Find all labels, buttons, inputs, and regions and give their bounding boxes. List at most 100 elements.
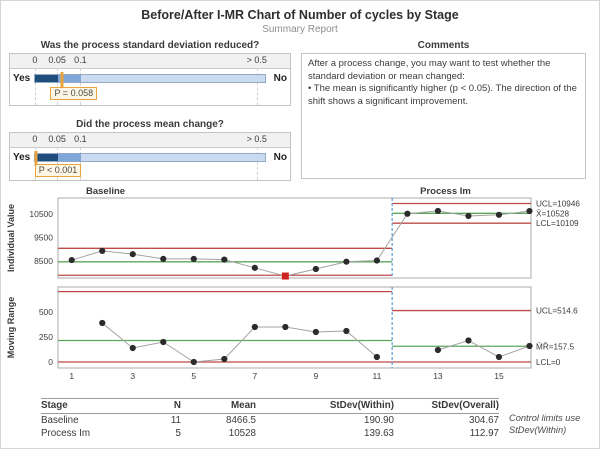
x-tick-label: 13 xyxy=(433,371,443,381)
data-point xyxy=(313,329,319,335)
x-tick-label: 5 xyxy=(191,371,196,381)
y-tick-label: 250 xyxy=(39,332,53,342)
stats-table: Stage N Mean StDev(Within) StDev(Overall… xyxy=(41,398,499,440)
p-value-label: P < 0.001 xyxy=(35,164,82,177)
data-point xyxy=(374,354,380,360)
data-point xyxy=(221,256,227,262)
y-tick-label: 0 xyxy=(48,357,53,367)
p-scale-tick: > 0.5 xyxy=(247,55,267,65)
x-tick-label: 3 xyxy=(130,371,135,381)
stage-label-process: Process Im xyxy=(420,186,471,197)
cell-stdev-overall: 112.97 xyxy=(394,427,499,440)
p-scale-tick: 0 xyxy=(32,55,37,65)
col-header-n: N xyxy=(141,399,181,414)
p-scale-tick: 0.1 xyxy=(74,55,87,65)
no-label: No xyxy=(274,152,287,163)
p-scale-header: 0 0.05 0.1 > 0.5 xyxy=(10,54,290,69)
limit-label: UCL=514.6 xyxy=(536,307,578,316)
data-point xyxy=(69,257,75,263)
data-point xyxy=(282,324,288,330)
y-tick-label: 10500 xyxy=(29,209,53,219)
limit-label: M̄R̄=157.5 xyxy=(536,342,574,351)
control-limits-note: Control limits use StDev(Within) xyxy=(509,413,594,436)
stage-statistics: Stage N Mean StDev(Within) StDev(Overall… xyxy=(41,398,586,440)
plot-frame xyxy=(58,287,531,368)
data-point xyxy=(374,257,380,263)
comments-bullet: • The mean is significantly higher (p < … xyxy=(308,83,579,108)
y-tick-label: 8500 xyxy=(34,256,53,266)
individual-svg: 8500 9500 10500 Individual Value Baseline Pro… xyxy=(1,184,600,282)
mean-test-box: 0 0.05 0.1 > 0.5 Yes No xyxy=(9,132,291,181)
data-point xyxy=(526,343,532,349)
data-point xyxy=(435,347,441,353)
data-point xyxy=(496,212,502,218)
p-scale-tick: 0.05 xyxy=(48,134,66,144)
table-row: Process Im 5 10528 139.63 112.97 xyxy=(41,427,499,440)
cell-stage: Process Im xyxy=(41,427,141,440)
data-point xyxy=(343,259,349,265)
cell-n: 11 xyxy=(141,414,181,428)
data-point xyxy=(252,324,258,330)
p-scale-tick: > 0.5 xyxy=(247,134,267,144)
mean-test-panel: Did the process mean change? 0 0.05 0.1 … xyxy=(9,119,291,181)
individual-value-chart: 8500 9500 10500 Individual Value Baseline Pro… xyxy=(1,184,600,282)
p-scale-tick: 0.1 xyxy=(74,134,87,144)
stdev-test-question: Was the process standard deviation reduc… xyxy=(9,40,291,52)
plot-frame xyxy=(58,198,531,278)
mean-test-question: Did the process mean change? xyxy=(9,119,291,131)
data-point xyxy=(160,256,166,262)
x-tick-label: 9 xyxy=(313,371,318,381)
p-scale-tick: 0 xyxy=(32,134,37,144)
data-point xyxy=(465,213,471,219)
stage-label-baseline: Baseline xyxy=(86,186,125,197)
comments-intro: After a process change, you may want to … xyxy=(308,58,579,83)
cell-stage: Baseline xyxy=(41,414,141,428)
moving-range-svg: 0250500Moving Range13579111315UCL=514.6M… xyxy=(1,284,600,384)
data-point xyxy=(343,328,349,334)
p-scale-tick: 0.05 xyxy=(48,55,66,65)
x-tick-label: 15 xyxy=(494,371,504,381)
col-header-stage: Stage xyxy=(41,399,141,414)
data-point xyxy=(221,356,227,362)
limit-label: X̄=10528 xyxy=(536,209,569,218)
no-label: No xyxy=(274,73,287,84)
data-point xyxy=(130,251,136,257)
yes-label: Yes xyxy=(13,152,30,163)
data-point xyxy=(404,211,410,217)
data-point xyxy=(252,265,258,271)
cell-mean: 10528 xyxy=(181,427,256,440)
col-header-mean: Mean xyxy=(181,399,256,414)
data-point xyxy=(496,354,502,360)
data-point xyxy=(191,256,197,262)
limit-label: LCL=0 xyxy=(536,358,561,367)
cell-stdev-within: 139.63 xyxy=(256,427,394,440)
stdev-test-panel: Was the process standard deviation reduc… xyxy=(9,40,291,106)
comments-box: After a process change, you may want to … xyxy=(301,53,586,179)
report-title: Before/After I-MR Chart of Number of cyc… xyxy=(1,8,599,22)
x-tick-label: 1 xyxy=(69,371,74,381)
data-point xyxy=(313,266,319,272)
stdev-test-box: 0 0.05 0.1 > 0.5 Yes No xyxy=(9,53,291,106)
col-header-stdev-within: StDev(Within) xyxy=(256,399,394,414)
report-subtitle: Summary Report xyxy=(1,24,599,35)
p-scale-header: 0 0.05 0.1 > 0.5 xyxy=(10,133,290,148)
y-axis-title: Individual Value xyxy=(6,204,16,272)
table-row: Baseline 11 8466.5 190.90 304.67 xyxy=(41,414,499,428)
p-value-label: P = 0.058 xyxy=(50,87,97,100)
cell-stdev-overall: 304.67 xyxy=(394,414,499,428)
table-header-row: Stage N Mean StDev(Within) StDev(Overall… xyxy=(41,399,499,414)
yes-label: Yes xyxy=(13,73,30,84)
comments-title: Comments xyxy=(301,40,586,51)
summary-report: Before/After I-MR Chart of Number of cyc… xyxy=(0,0,600,449)
limit-label: LCL=10109 xyxy=(536,219,579,228)
data-point xyxy=(99,248,105,254)
limit-label: UCL=10946 xyxy=(536,200,580,209)
x-tick-label: 7 xyxy=(252,371,257,381)
data-point xyxy=(160,339,166,345)
data-point xyxy=(465,337,471,343)
out-of-control-point xyxy=(282,273,289,280)
x-tick-label: 11 xyxy=(372,371,381,381)
y-tick-label: 9500 xyxy=(34,232,53,242)
y-axis-title: Moving Range xyxy=(6,297,16,359)
y-tick-label: 500 xyxy=(39,307,53,317)
